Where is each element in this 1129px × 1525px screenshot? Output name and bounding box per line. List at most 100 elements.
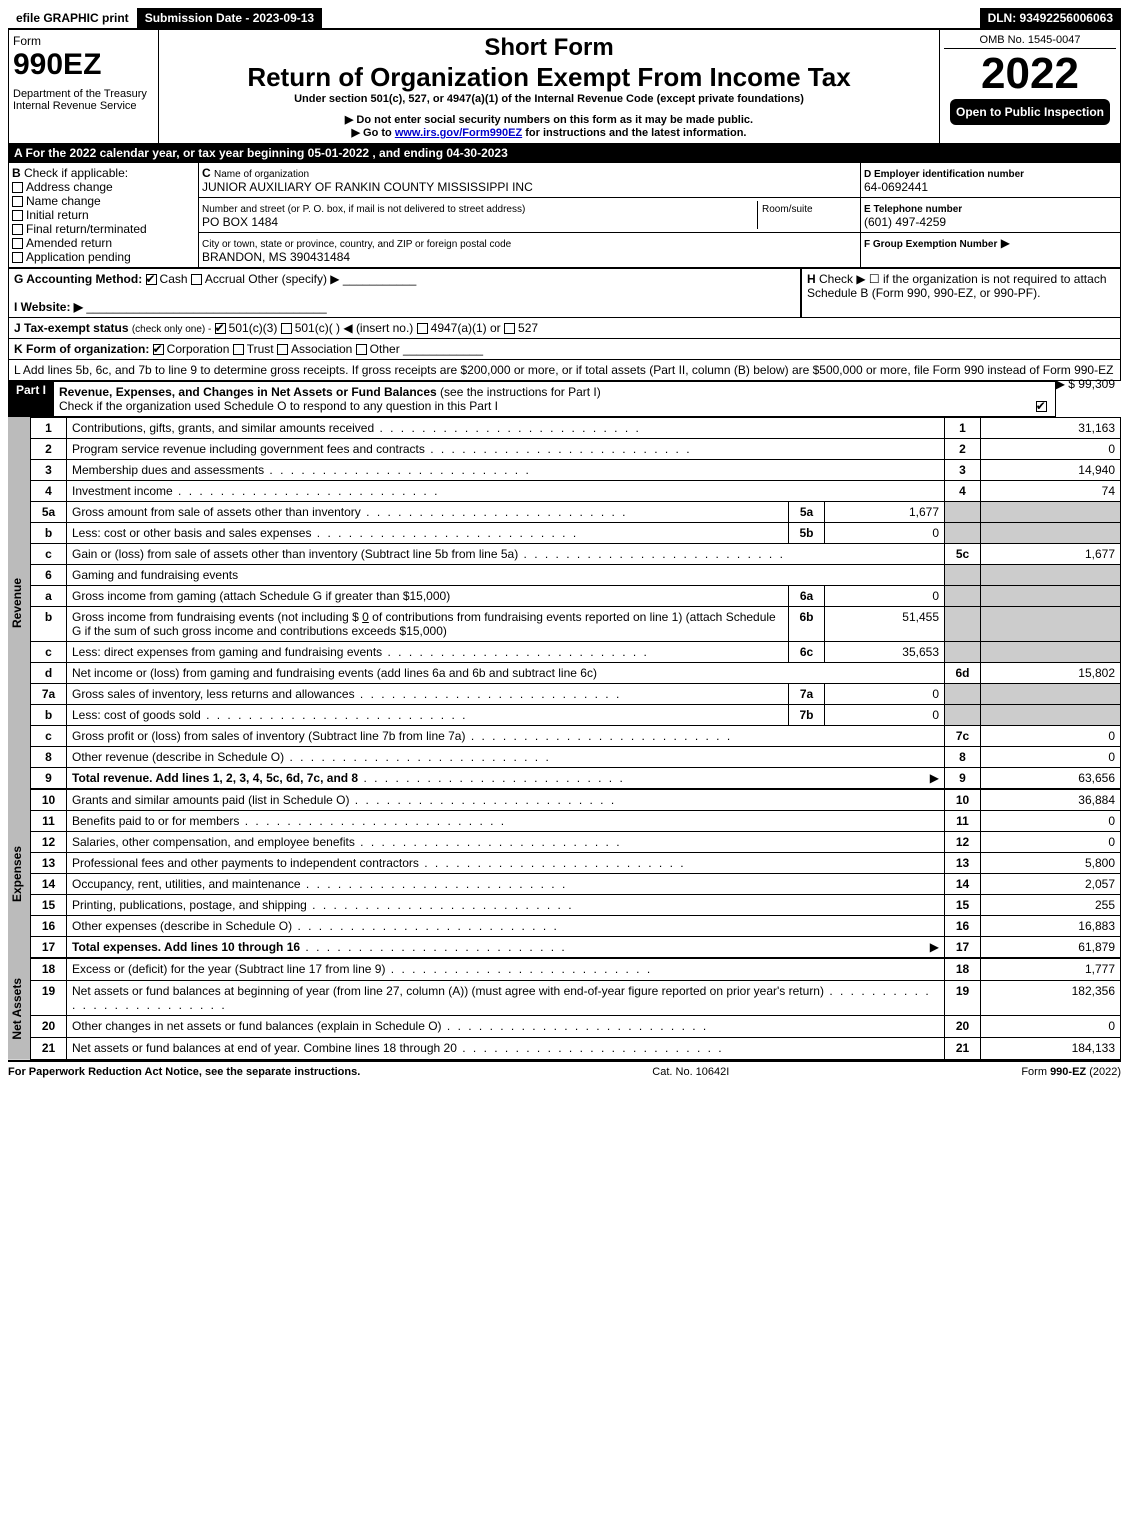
l17-arrow: ▶ <box>930 940 939 954</box>
chk-501c3[interactable] <box>215 323 226 334</box>
l-text: L Add lines 5b, 6c, and 7b to line 9 to … <box>14 363 1113 377</box>
d-label: D Employer identification number <box>864 169 1024 180</box>
footer-mid: Cat. No. 10642I <box>652 1066 729 1078</box>
c-label: C <box>202 166 211 180</box>
section-l: L Add lines 5b, 6c, and 7b to line 9 to … <box>8 360 1121 381</box>
chk-501c[interactable] <box>281 323 292 334</box>
chk-corp[interactable] <box>153 344 164 355</box>
part1-body: Revenue 1Contributions, gifts, grants, a… <box>8 417 1121 789</box>
irs: Internal Revenue Service <box>13 100 154 112</box>
c-name-label: Name of organization <box>214 169 309 180</box>
line-9: 9Total revenue. Add lines 1, 2, 3, 4, 5c… <box>31 768 1121 789</box>
efile-label[interactable]: efile GRAPHIC print <box>8 8 137 28</box>
top-bar: efile GRAPHIC print Submission Date - 20… <box>8 8 1121 28</box>
line-14: 14Occupancy, rent, utilities, and mainte… <box>31 874 1121 895</box>
j-501c3: 501(c)(3) <box>229 321 278 335</box>
line-17: 17Total expenses. Add lines 10 through 1… <box>31 937 1121 958</box>
form-header: Form 990EZ Department of the Treasury In… <box>8 28 1121 144</box>
note-ssn: ▶ Do not enter social security numbers o… <box>163 113 935 126</box>
revenue-tab: Revenue <box>8 417 30 789</box>
chk-other[interactable] <box>356 344 367 355</box>
street-label: Number and street (or P. O. box, if mail… <box>202 204 525 215</box>
city: BRANDON, MS 390431484 <box>202 250 350 264</box>
expenses-tab: Expenses <box>8 789 30 958</box>
b-checkif: Check if applicable: <box>24 166 128 180</box>
irs-link[interactable]: www.irs.gov/Form990EZ <box>395 127 522 139</box>
opt-final: Final return/terminated <box>26 222 147 236</box>
g-other: Other (specify) ▶ <box>248 272 339 286</box>
l9-arrow: ▶ <box>930 771 939 785</box>
line-16: 16Other expenses (describe in Schedule O… <box>31 916 1121 937</box>
k-corp: Corporation <box>167 342 230 356</box>
form-number: 990EZ <box>13 48 154 82</box>
chk-trust[interactable] <box>233 344 244 355</box>
section-k: K Form of organization: Corporation Trus… <box>8 339 1121 360</box>
line-13: 13Professional fees and other payments t… <box>31 853 1121 874</box>
l9-text: Total revenue. Add lines 1, 2, 3, 4, 5c,… <box>72 771 358 785</box>
opt-name: Name change <box>26 194 101 208</box>
f-label: F Group Exemption Number <box>864 239 997 250</box>
line-7b: bLess: cost of goods sold7b0 <box>31 705 1121 726</box>
line-5c: cGain or (loss) from sale of assets othe… <box>31 544 1121 565</box>
e-label: E Telephone number <box>864 204 962 215</box>
org-name: JUNIOR AUXILIARY OF RANKIN COUNTY MISSIS… <box>202 180 533 194</box>
line-10: 10Grants and similar amounts paid (list … <box>31 790 1121 811</box>
chk-schedule-o[interactable] <box>1036 401 1047 412</box>
netassets-block: Net Assets 18Excess or (deficit) for the… <box>8 958 1121 1060</box>
footer-right-form: 990-EZ <box>1050 1066 1086 1078</box>
line-18: 18Excess or (deficit) for the year (Subt… <box>31 959 1121 981</box>
line-4: 4Investment income474 <box>31 481 1121 502</box>
chk-accrual[interactable] <box>191 274 202 285</box>
chk-address-change[interactable] <box>12 182 23 193</box>
g-label: G Accounting Method: <box>14 272 142 286</box>
j-label: J Tax-exempt status <box>14 321 129 335</box>
chk-initial[interactable] <box>12 210 23 221</box>
street: PO BOX 1484 <box>202 215 278 229</box>
line-8: 8Other revenue (describe in Schedule O)8… <box>31 747 1121 768</box>
j-4947: 4947(a)(1) or <box>431 321 501 335</box>
i-label: I Website: ▶ <box>14 300 83 314</box>
line-6d: dNet income or (loss) from gaming and fu… <box>31 663 1121 684</box>
ein: 64-0692441 <box>864 180 928 194</box>
j-501c: 501(c)( ) ◀ (insert no.) <box>295 321 414 335</box>
l17-text: Total expenses. Add lines 10 through 16 <box>72 940 300 954</box>
line-6b: bGross income from fundraising events (n… <box>31 607 1121 642</box>
chk-assoc[interactable] <box>277 344 288 355</box>
chk-pending[interactable] <box>12 252 23 263</box>
section-a: A For the 2022 calendar year, or tax yea… <box>8 144 1121 162</box>
line-6c: cLess: direct expenses from gaming and f… <box>31 642 1121 663</box>
dln: DLN: 93492256006063 <box>980 8 1121 28</box>
chk-amended[interactable] <box>12 238 23 249</box>
l6b-t1: Gross income from fundraising events (no… <box>72 610 362 624</box>
chk-cash[interactable] <box>146 274 157 285</box>
footer-right-post: (2022) <box>1086 1066 1121 1078</box>
tax-year: 2022 <box>944 49 1116 99</box>
page-footer: For Paperwork Reduction Act Notice, see … <box>8 1060 1121 1078</box>
line-12: 12Salaries, other compensation, and empl… <box>31 832 1121 853</box>
section-j: J Tax-exempt status (check only one) - 5… <box>8 318 1121 339</box>
part1-label: Part I <box>8 381 54 417</box>
l6b-amt: 0 <box>362 610 369 624</box>
chk-final[interactable] <box>12 224 23 235</box>
line-7a: 7aGross sales of inventory, less returns… <box>31 684 1121 705</box>
form-label: Form <box>13 34 154 48</box>
phone: (601) 497-4259 <box>864 215 946 229</box>
line-3: 3Membership dues and assessments314,940 <box>31 460 1121 481</box>
opt-initial: Initial return <box>26 208 89 222</box>
line-1: 1Contributions, gifts, grants, and simil… <box>31 418 1121 439</box>
chk-527[interactable] <box>504 323 515 334</box>
chk-name-change[interactable] <box>12 196 23 207</box>
note-link-line: ▶ Go to www.irs.gov/Form990EZ for instru… <box>163 126 935 139</box>
section-g-h: G Accounting Method: Cash Accrual Other … <box>8 268 1121 318</box>
line-6a: aGross income from gaming (attach Schedu… <box>31 586 1121 607</box>
footer-right-pre: Form <box>1021 1066 1050 1078</box>
g-accrual: Accrual <box>205 272 245 286</box>
city-label: City or town, state or province, country… <box>202 239 511 250</box>
line-21: 21Net assets or fund balances at end of … <box>31 1038 1121 1060</box>
form-title: Return of Organization Exempt From Incom… <box>163 62 935 93</box>
part1-instr: (see the instructions for Part I) <box>440 385 601 399</box>
line-5a: 5aGross amount from sale of assets other… <box>31 502 1121 523</box>
chk-4947[interactable] <box>417 323 428 334</box>
j-sub: (check only one) - <box>132 324 211 335</box>
footer-left: For Paperwork Reduction Act Notice, see … <box>8 1066 360 1078</box>
